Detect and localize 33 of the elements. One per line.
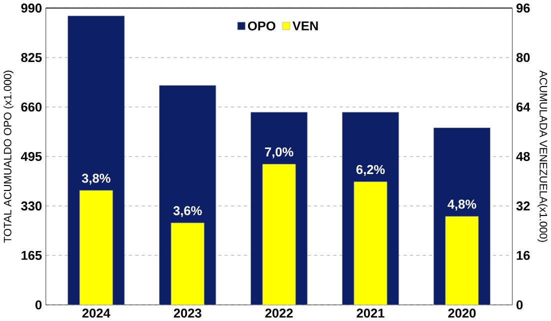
x-tick-label: 2023 [174, 308, 202, 318]
bar [79, 190, 113, 305]
annotation: 7,0% [265, 147, 294, 158]
legend-label: OPO [248, 21, 276, 30]
bar [262, 164, 296, 305]
y2-axis-title: ACUMULADA VENEZUELA(x1.000) [538, 70, 548, 242]
y2-tick-label: 0 [516, 300, 523, 310]
y-tick-label: 0 [35, 300, 42, 310]
y2-tick-label: 80 [516, 52, 530, 62]
y2-tick-label: 16 [516, 250, 530, 260]
y2-tick-label: 32 [516, 201, 530, 210]
y-tick-label: 330 [21, 201, 42, 210]
bar [170, 222, 204, 305]
annotation: 3,6% [173, 206, 202, 217]
x-tick-label: 2022 [265, 308, 293, 318]
annotation: 4,8% [448, 200, 476, 210]
annotation: 6,2% [356, 164, 385, 176]
x-tick-label: 2021 [356, 308, 384, 318]
y-axis-title: TOTAL ACUMUALDO OPO (x1.000) [4, 70, 14, 243]
bar [445, 216, 479, 305]
x-tick-label: 2020 [448, 308, 476, 318]
y-tick-label: 165 [22, 250, 42, 260]
y2-tick-label: 64 [516, 102, 530, 112]
legend-label: VEN [292, 21, 318, 30]
y2-tick-label: 96 [516, 3, 530, 12]
x-tick-label: 2024 [82, 308, 110, 318]
y-tick-label: 825 [21, 52, 42, 62]
y-tick-label: 660 [21, 102, 42, 112]
y-tick-label: 990 [21, 3, 42, 12]
annotation: 3,8% [82, 174, 110, 184]
y-tick-label: 495 [20, 152, 42, 161]
y2-tick-label: 48 [516, 152, 530, 161]
bar [354, 181, 388, 305]
